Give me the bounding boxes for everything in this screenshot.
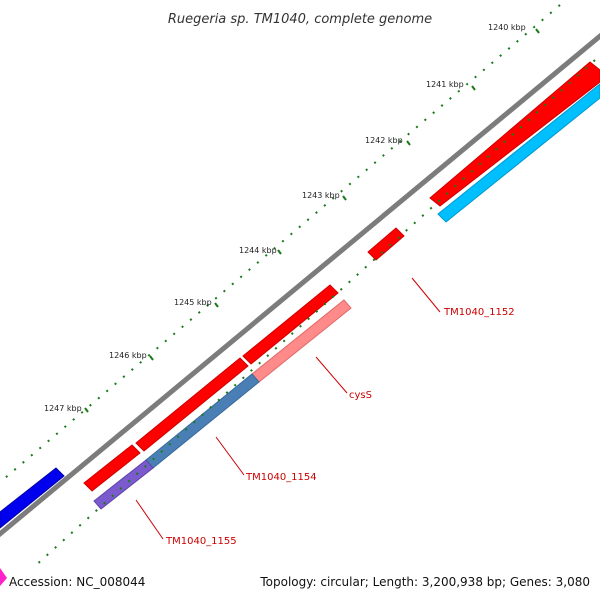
gene-label-TM1040-1152: TM1040_1152 — [443, 307, 515, 318]
scale-label-1244: 1244 kbp — [239, 246, 277, 255]
gene-label-cysS: cysS — [349, 390, 372, 401]
label-leaders — [135, 277, 441, 540]
gene-forward-cysS[interactable] — [242, 284, 339, 365]
gene-forward-TM1040-1152[interactable] — [367, 227, 405, 261]
summary-label: Topology: circular; Length: 3,200,938 bp… — [259, 575, 590, 589]
gene-reverse-TM1040-1155-overlap[interactable] — [93, 459, 154, 510]
outer-tick-track — [4, 4, 561, 479]
genome-backbone — [0, 32, 600, 538]
scale-label-1241: 1241 kbp — [426, 80, 464, 89]
accession-label: Accession: NC_008044 — [9, 575, 145, 589]
scale-label-1245: 1245 kbp — [174, 298, 212, 307]
scale-label-1243: 1243 kbp — [302, 191, 340, 200]
inner-tick-track — [34, 59, 596, 567]
gene-forward-TM1040-1154[interactable] — [135, 357, 249, 452]
gene-label-TM1040-1155: TM1040_1155 — [165, 536, 237, 547]
scale-label-1240: 1240 kbp — [488, 23, 526, 32]
major-ticks — [84, 28, 540, 413]
scale-label-1247: 1247 kbp — [44, 404, 82, 413]
gene-forward-blue[interactable] — [0, 467, 65, 529]
scale-label-1246: 1246 kbp — [109, 351, 147, 360]
gene-forward-TM1040-1155[interactable] — [83, 444, 141, 492]
gene-label-TM1040-1154: TM1040_1154 — [245, 472, 317, 483]
gene-reverse-light-blue[interactable] — [437, 83, 600, 223]
scale-label-1242: 1242 kbp — [365, 136, 403, 145]
gene-forward-1[interactable] — [429, 61, 600, 207]
map-title: Ruegeria sp. TM1040, complete genome — [168, 12, 432, 27]
gene-fragment-magenta — [0, 568, 7, 586]
